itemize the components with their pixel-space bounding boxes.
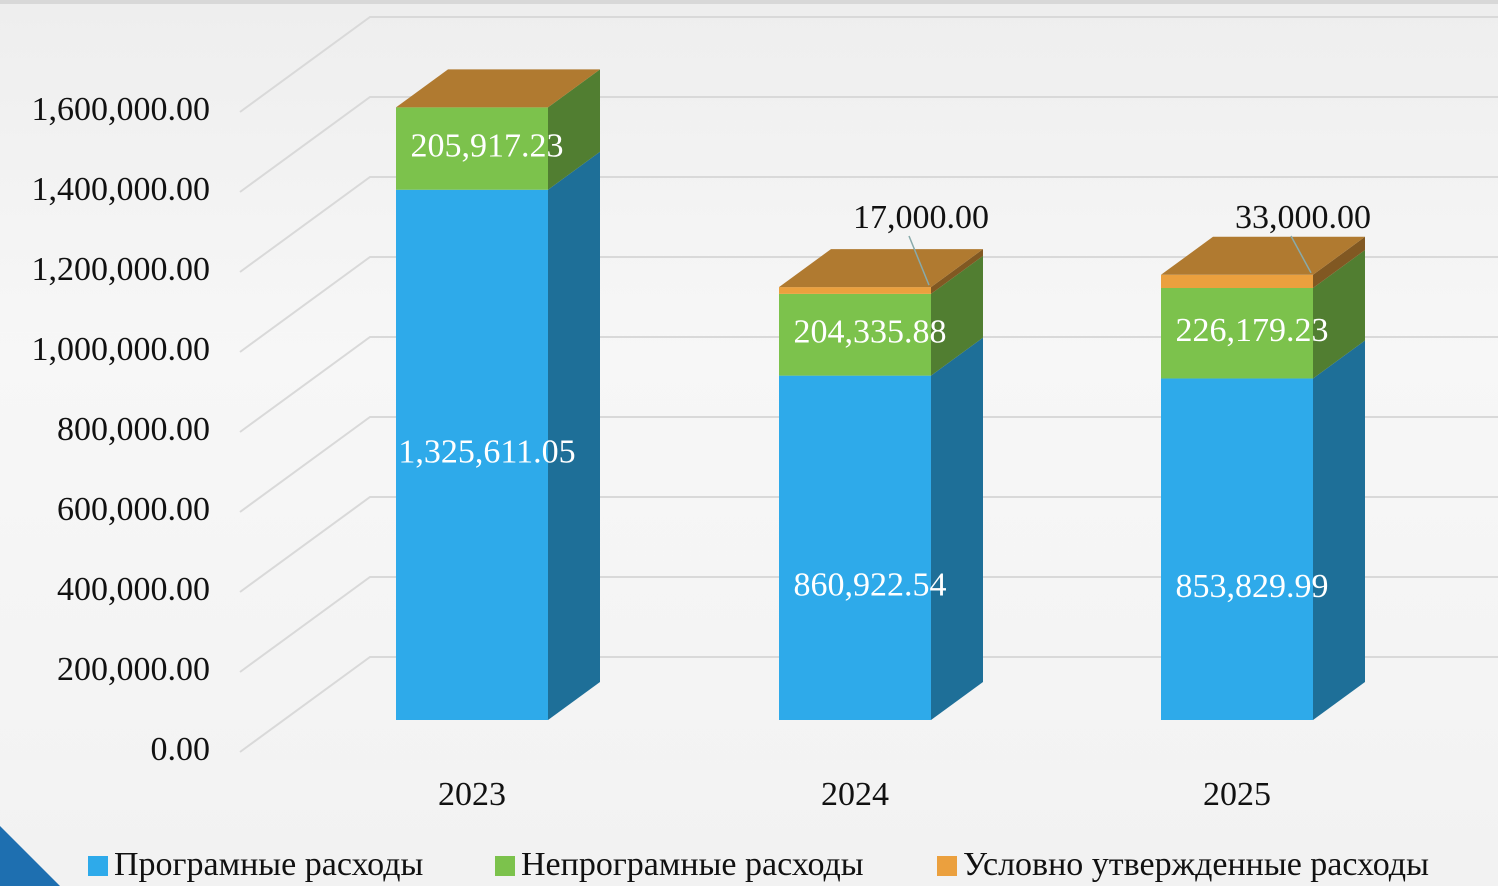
legend: Програмные расходы Непрограмные расходы Ус… (88, 846, 1429, 883)
bar-segment (779, 287, 931, 294)
x-tick-label: 2025 (1203, 776, 1271, 813)
leader-line (908, 235, 930, 286)
bar-side (548, 151, 600, 720)
legend-label: Условно утвержденные расходы (963, 846, 1429, 883)
leader-line (1290, 235, 1312, 274)
y-tick-label: 200,000.00 (57, 651, 210, 688)
y-tick-label: 1,400,000.00 (32, 171, 211, 208)
y-tick-label: 800,000.00 (57, 411, 210, 448)
grid-line (239, 96, 1498, 193)
x-tick-label: 2024 (821, 776, 889, 813)
legend-swatch (937, 856, 957, 876)
data-label: 853,829.99 (1176, 568, 1329, 605)
data-label: 33,000.00 (1235, 199, 1371, 236)
y-tick-label: 1,200,000.00 (32, 251, 211, 288)
bar-side (931, 337, 983, 720)
bar-side (1313, 249, 1365, 379)
top-band (0, 0, 1498, 4)
bar-segment (1161, 287, 1313, 379)
bar-segment (779, 375, 931, 720)
legend-swatch (495, 856, 515, 876)
data-label: 860,922.54 (794, 567, 947, 604)
corner-decoration (0, 826, 60, 886)
y-tick-label: 600,000.00 (57, 491, 210, 528)
y-tick-label: 1,000,000.00 (32, 331, 211, 368)
data-label: 204,335.88 (794, 314, 947, 351)
grid-line (239, 336, 1498, 433)
data-label: 17,000.00 (853, 199, 989, 236)
bars (396, 69, 1365, 720)
bar-segment (1161, 378, 1313, 720)
bar-side (931, 249, 983, 294)
labels: 0.00 200,000.00 400,000.00 600,000.00 800,00… (32, 91, 1372, 813)
data-label: 205,917.23 (411, 127, 564, 164)
grid-line (239, 176, 1498, 273)
legend-label: Непрограмные расходы (521, 846, 864, 883)
legend-swatch (88, 856, 108, 876)
bar-top (1161, 236, 1365, 275)
grid-line (239, 416, 1498, 513)
grid-line (239, 256, 1498, 353)
bar-side (1313, 340, 1365, 720)
y-tick-label: 1,600,000.00 (32, 91, 211, 128)
grid (239, 16, 1498, 753)
bar-segment (1161, 274, 1313, 288)
grid-line (239, 16, 1498, 113)
bar-segment (396, 189, 548, 720)
bar-side (1313, 236, 1365, 288)
bar-segment (779, 293, 931, 376)
y-tick-label: 0.00 (151, 731, 211, 768)
x-tick-label: 2023 (438, 776, 506, 813)
data-label: 1,325,611.05 (398, 434, 575, 471)
grid-line (239, 496, 1498, 593)
bar-segment (396, 107, 548, 190)
bar-top (396, 69, 600, 108)
bar-side (931, 255, 983, 376)
legend-label: Програмные расходы (114, 846, 423, 883)
bar-side (548, 69, 600, 190)
data-label: 226,179.23 (1176, 312, 1329, 349)
bar-top (779, 249, 983, 288)
grid-line (239, 576, 1498, 673)
grid-line (239, 656, 1498, 753)
y-tick-label: 400,000.00 (57, 571, 210, 608)
